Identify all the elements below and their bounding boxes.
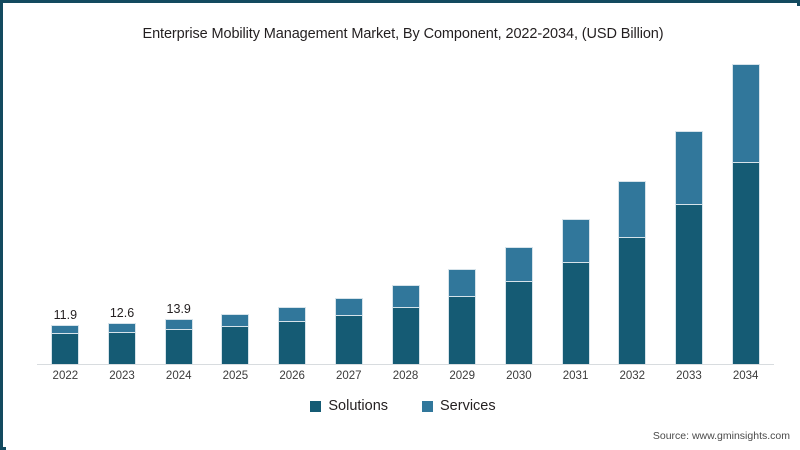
bar-segment-services[interactable]	[51, 325, 80, 334]
bar-segment-solutions[interactable]	[504, 280, 533, 364]
bar-segment-solutions[interactable]	[221, 326, 250, 364]
bar-value-label: 11.9	[53, 308, 78, 323]
bar-segment-solutions[interactable]	[448, 295, 477, 364]
source-attribution: Source: www.gminsights.com	[652, 430, 790, 442]
bar-segment-services[interactable]	[334, 297, 363, 316]
legend-swatch-solutions	[310, 400, 322, 412]
legend-item-services[interactable]: Services	[422, 398, 496, 414]
legend-label-services: Services	[440, 398, 496, 414]
bar-segment-services[interactable]	[108, 322, 137, 332]
x-axis-tick-label: 2031	[562, 370, 589, 382]
plot-area: 11.9 12.6 13.9	[37, 51, 774, 364]
bar-segment-solutions[interactable]	[674, 204, 703, 364]
bar-segment-solutions[interactable]	[561, 261, 590, 364]
chart-title: Enterprise Mobility Management Market, B…	[142, 26, 664, 42]
bar-segment-services[interactable]	[448, 269, 477, 296]
bar-segment-services[interactable]	[561, 218, 590, 262]
x-axis-tick-label: 2033	[676, 370, 702, 382]
bar-segment-services[interactable]	[164, 318, 193, 330]
x-axis-tick-label: 2029	[449, 370, 475, 382]
bar-segment-services[interactable]	[674, 130, 703, 205]
bar-segment-solutions[interactable]	[731, 161, 760, 364]
chart-canvas: Enterprise Mobility Management Market, B…	[6, 6, 800, 450]
bar-segment-solutions[interactable]	[108, 331, 137, 364]
bar-segment-services[interactable]	[731, 64, 760, 162]
chart-legend: Solutions Services	[6, 398, 800, 414]
x-axis-tick-label: 2024	[165, 370, 192, 382]
x-axis-tick-label: 2025	[222, 370, 249, 382]
x-axis-tick-label: 2027	[336, 370, 362, 382]
legend-item-solutions[interactable]: Solutions	[310, 398, 388, 414]
bar-segment-solutions[interactable]	[278, 321, 307, 364]
bar-segment-services[interactable]	[278, 306, 307, 322]
bar-segment-solutions[interactable]	[618, 236, 647, 364]
bar-segment-solutions[interactable]	[391, 306, 420, 364]
legend-swatch-services	[422, 400, 434, 412]
bar-value-label: 13.9	[166, 301, 191, 316]
legend-label-solutions: Solutions	[328, 398, 389, 414]
bar-segment-solutions[interactable]	[334, 315, 363, 364]
x-axis-tick-label: 2028	[392, 370, 419, 382]
bar-segment-services[interactable]	[618, 180, 647, 237]
bar-segment-services[interactable]	[504, 247, 533, 281]
bar-value-label: 12.6	[109, 305, 135, 320]
bar-segment-services[interactable]	[221, 314, 250, 327]
x-axis-tick-label: 2022	[52, 370, 79, 382]
x-axis-tick-label: 2026	[279, 370, 305, 382]
x-axis-tick-label: 2034	[732, 370, 759, 382]
bar-segment-solutions[interactable]	[51, 333, 80, 364]
x-axis-tick-label: 2023	[109, 370, 135, 382]
x-axis-tick-label: 2032	[619, 370, 646, 382]
x-axis-tick-label: 2030	[506, 370, 532, 382]
bar-segment-services[interactable]	[391, 285, 420, 307]
x-axis-line	[37, 364, 774, 365]
bar-segment-solutions[interactable]	[164, 329, 193, 364]
